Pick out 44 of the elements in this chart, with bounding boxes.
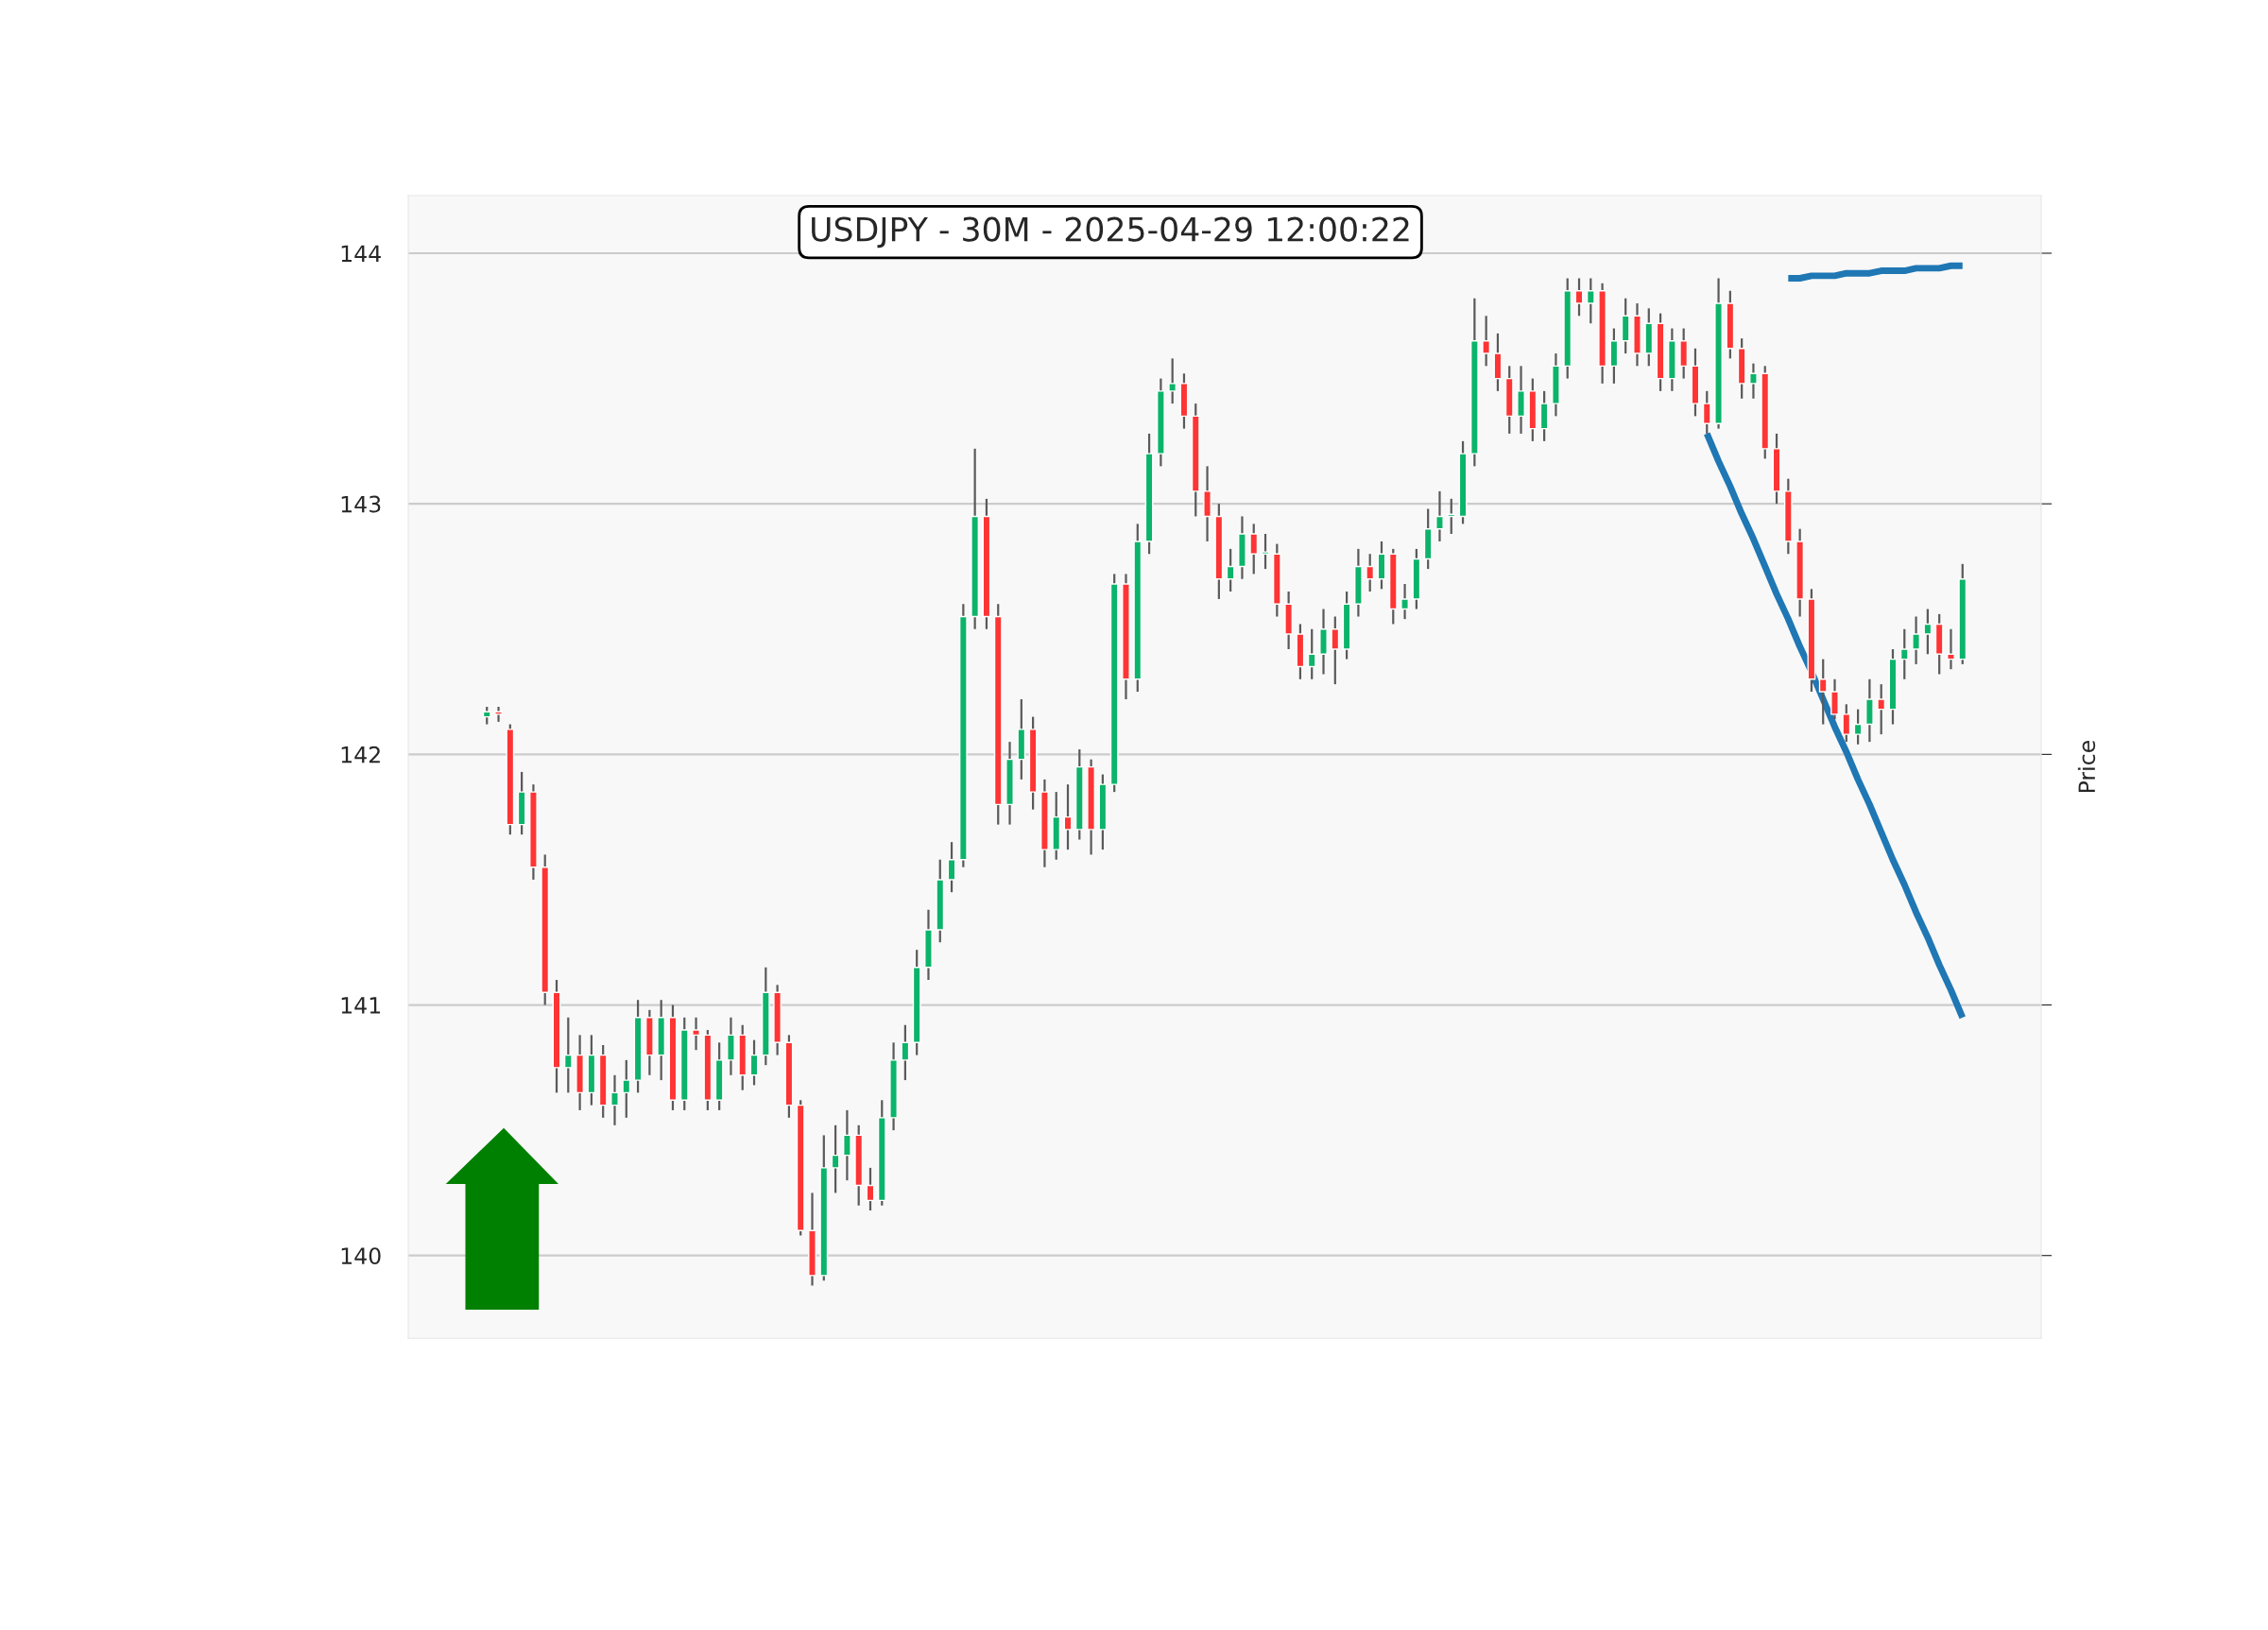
candlestick — [1899, 627, 1909, 680]
candlestick — [482, 705, 491, 726]
candlestick — [1400, 582, 1409, 621]
candlestick — [1749, 362, 1758, 400]
candlestick — [749, 1038, 759, 1087]
candlestick — [1447, 497, 1456, 536]
candlestick — [1702, 389, 1711, 436]
y-tick-label: 141 — [341, 997, 381, 1014]
candlestick — [1574, 277, 1584, 317]
candlestick — [1168, 357, 1177, 405]
y-tick-label: 143 — [341, 495, 381, 513]
candlestick — [1586, 277, 1595, 325]
candlestick — [1818, 658, 1828, 726]
candlestick — [1853, 708, 1863, 746]
candlestick — [1366, 553, 1375, 593]
candlestick — [1912, 615, 1920, 665]
y-tick-label: 140 — [341, 1247, 381, 1265]
text: USDJPY - 30M - 2025-04-29 12:00:22 — [812, 216, 1409, 249]
candlestick — [1482, 315, 1491, 368]
candlestick — [1923, 608, 1933, 656]
candlestick — [1249, 523, 1259, 575]
candlestick — [622, 1058, 631, 1119]
y-axis-title: Price — [2077, 741, 2096, 793]
candlestick — [1261, 532, 1270, 571]
candlestick — [1307, 627, 1316, 680]
candlestick — [1947, 627, 1955, 671]
y-tick-label: 142 — [341, 746, 380, 764]
candlestick — [1331, 615, 1340, 686]
candlestick — [610, 1073, 619, 1126]
candlestick — [901, 1023, 910, 1082]
candlestick — [1830, 678, 1839, 721]
y-tick-label: 144 — [341, 245, 381, 262]
candlestick — [866, 1166, 875, 1212]
candlestick — [1877, 682, 1886, 736]
candlestick — [494, 705, 503, 723]
candlestick — [843, 1108, 851, 1182]
candlestick — [563, 1016, 573, 1094]
candlestick — [692, 1016, 700, 1052]
candlestick — [1842, 703, 1851, 744]
candlestick — [831, 1124, 840, 1194]
candlestick — [1435, 489, 1444, 543]
candlestick — [1063, 783, 1073, 851]
candlestick — [1226, 547, 1235, 593]
candlestick — [947, 841, 956, 894]
